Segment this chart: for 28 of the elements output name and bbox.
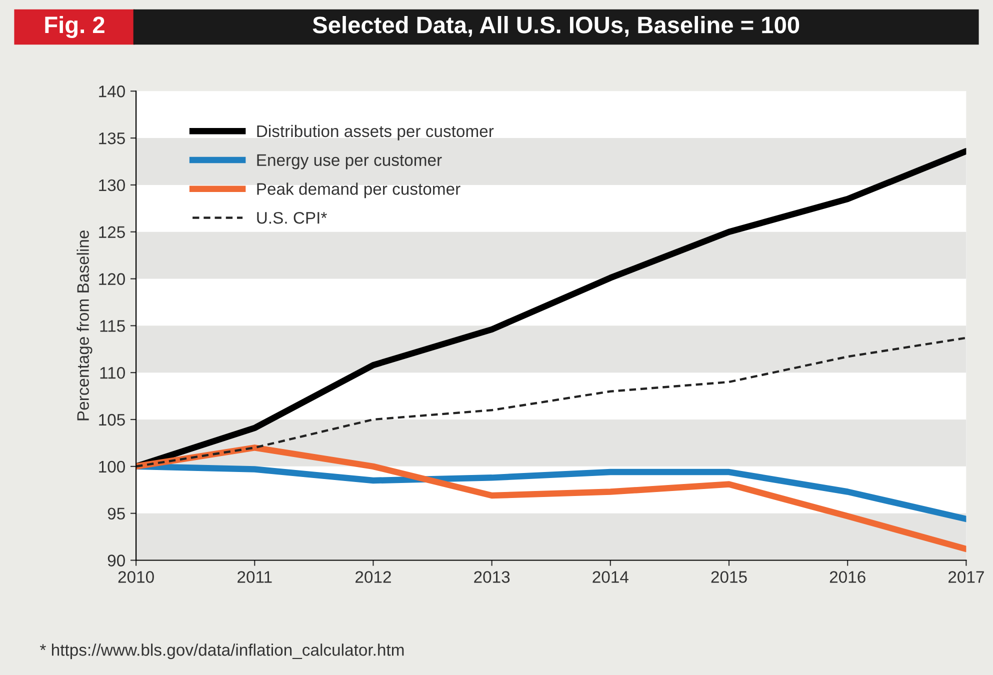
y-tick-label: 100: [99, 460, 125, 473]
legend-label: Distribution assets per customer: [257, 124, 494, 140]
y-tick-label: 130: [99, 179, 125, 192]
x-tick-label: 2015: [711, 571, 747, 583]
line-series: [136, 336, 966, 468]
caption: Fig. 2: [45, 16, 104, 38]
legend-label: Peak demand per customer: [257, 182, 460, 198]
x-tick-label: 2017: [948, 571, 984, 583]
x-tick-label: 2011: [238, 571, 272, 583]
y-tick-label: 135: [99, 132, 125, 144]
legend-label: Energy use per customer: [257, 154, 442, 170]
chart-title: Selected Data, All U.S. IOUs, Baseline = 100: [312, 16, 800, 37]
y-tick-label: 125: [99, 226, 125, 238]
y-tick-label: 110: [100, 367, 125, 379]
legend-label: U.S. CPI*: [257, 212, 327, 224]
y-tick-label: 115: [100, 320, 125, 332]
text: * https://www.bls.gov/data/inflation_calculator.htm: [40, 644, 404, 660]
y-axis-title: Percentage from Baseline: [76, 230, 92, 420]
x-tick-label: 2010: [118, 571, 154, 583]
x-tick-label: 2012: [356, 571, 391, 583]
y-tick-label: 105: [99, 414, 125, 426]
y-tick-label: 90: [108, 554, 125, 566]
y-tick-label: 95: [108, 508, 125, 520]
x-tick-label: 2014: [592, 571, 628, 583]
y-tick-label: 140: [99, 86, 125, 98]
y-tick-label: 120: [99, 273, 125, 285]
x-tick-label: 2016: [830, 571, 866, 583]
x-tick-label: 2013: [474, 571, 510, 583]
